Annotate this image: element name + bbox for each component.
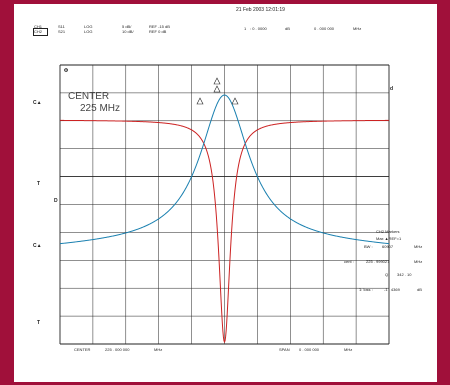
marker-freq: 0 . 000 000 [314, 26, 335, 31]
ref-marker-phi: Φ [64, 68, 69, 74]
loss-unit: dB [417, 287, 422, 292]
ch2-label[interactable]: CH2 [34, 29, 43, 34]
side-label-1: C▲ [33, 100, 42, 106]
ref-marker-d-left: D [54, 198, 58, 204]
q-label: Q: [385, 272, 390, 277]
footer-center-unit: MHz [154, 347, 163, 352]
ch2-format: LOG [84, 29, 93, 34]
markers-panel-line1: Max ▲REF=1 [376, 236, 402, 241]
peak-markers [196, 77, 239, 105]
marker-freq-unit: MHz [353, 26, 362, 31]
side-label-4: T [37, 320, 41, 326]
bw-unit: MHz [414, 244, 423, 249]
ch2-ref: REF 0 dB [149, 29, 167, 34]
bw-value: 60907 [382, 244, 394, 249]
ch2-param: S21 [58, 29, 66, 34]
cent-unit: MHz [414, 259, 423, 264]
ref-marker-d-right: d [390, 86, 394, 92]
center-annotation-value: 225 MHz [80, 103, 121, 114]
trace-plot [59, 64, 390, 345]
loss-label: 1: loss : [359, 287, 373, 292]
ch1-scale: 5 dB/ [122, 24, 132, 29]
footer-span-label: SPAN [279, 347, 290, 352]
q-value: 342 . 10 [397, 272, 412, 277]
marker-2 [213, 85, 221, 93]
datetime: 21 Feb 2003 12:01:19 [236, 7, 285, 13]
ch2-scale: 10 dB/ [122, 29, 134, 34]
side-label-3: T [37, 181, 41, 187]
marker-unit: dB [285, 26, 290, 31]
footer-span-value: 0 . 000 000 [299, 347, 320, 352]
marker-index: 1 [244, 26, 247, 31]
bw-label: BW : [364, 244, 373, 249]
ch1-active-box [33, 28, 48, 36]
ch1-format: LOG [84, 24, 93, 29]
marker-4 [231, 97, 239, 105]
footer-center-value: 225 . 000 000 [105, 347, 130, 352]
center-annotation-label: CENTER [68, 91, 110, 102]
cent-value: 225 . 999027 [366, 259, 390, 264]
ch1-label[interactable]: CH1 [34, 24, 43, 29]
analyzer-screen: 21 Feb 2003 12:01:19 CH1 S11 LOG 5 dB/ R… [14, 4, 437, 382]
footer-span-unit: MHz [344, 347, 353, 352]
marker-3 [196, 97, 204, 105]
center-annotation: CENTER 225 MHz [68, 91, 120, 115]
ch1-ref: REF -15 dB [149, 24, 170, 29]
trace-ch1 [59, 119, 390, 344]
side-label-2: C▲ [33, 243, 42, 249]
trace-ch2 [59, 94, 390, 245]
footer-center-label: CENTER [74, 347, 91, 352]
markers-panel-title: CH2 Markers [376, 229, 400, 234]
cent-label: cent : [344, 259, 354, 264]
marker-value: : 0 . 0000 [250, 26, 267, 31]
loss-value: -1 . 4369 [384, 287, 400, 292]
ch1-param: S11 [58, 24, 65, 29]
marker-1 [213, 77, 221, 85]
